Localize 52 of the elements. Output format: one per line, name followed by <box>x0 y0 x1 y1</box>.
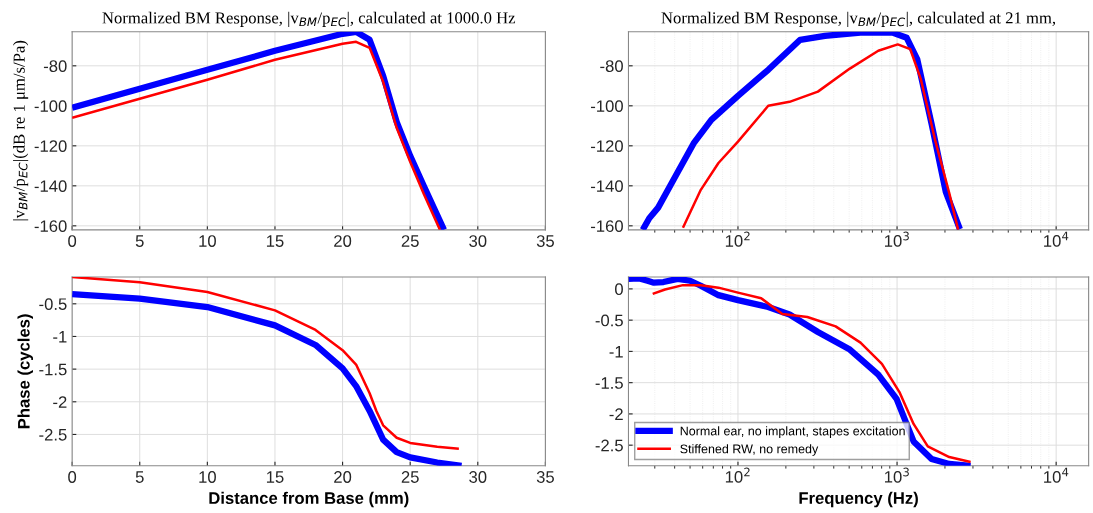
y-tick-label: -100 <box>34 100 67 113</box>
y-tick-label: -120 <box>591 140 623 153</box>
y-tick-label: -1.5 <box>595 377 623 389</box>
x-tick-label: 10$^{2}$ <box>725 467 750 483</box>
chart-title: Normalized BM Response, |v$_{BM}$/p$_{EC}$|, calculated at 21 mm, <box>661 11 1056 27</box>
y-tick-label: -2 <box>53 396 67 408</box>
x-axis-title: Distance from Base (mm) <box>209 491 409 508</box>
x-tick-label: 20 <box>334 235 352 247</box>
x-axis-title: Frequency (Hz) <box>799 491 918 508</box>
x-tick-label: 15 <box>266 471 284 483</box>
x-tick-label: 30 <box>469 471 487 483</box>
x-tick-label: 25 <box>401 471 419 483</box>
x-tick-label: 10$^{4}$ <box>1044 231 1069 247</box>
y-axis-title: |v$_{BM}$/p$_{EC}$|(dB re 1 μm/s/Pa) <box>13 40 29 221</box>
y-tick-label: -2.5 <box>595 439 623 452</box>
y-tick-label: -0.5 <box>39 298 67 311</box>
x-tick-label: 5 <box>135 471 144 483</box>
x-tick-label: 25 <box>401 235 419 247</box>
y-tick-label: 0 <box>615 283 623 296</box>
y-tick-label: -100 <box>591 100 623 113</box>
line-series <box>72 277 461 451</box>
x-tick-label: 10 <box>199 471 216 483</box>
y-tick-label: -2 <box>609 408 623 420</box>
y-tick-label: -80 <box>600 60 623 73</box>
y-tick-label: -2.5 <box>39 428 67 441</box>
legend-label: Stiffened RW, no remedy <box>680 444 819 456</box>
x-tick-label: 30 <box>469 235 487 247</box>
y-tick-label: -160 <box>34 220 67 233</box>
x-tick-label: 5 <box>135 235 144 247</box>
y-tick-label: -1 <box>53 331 67 343</box>
x-tick-label: 35 <box>536 471 554 483</box>
x-tick-label: 10 <box>199 235 216 247</box>
x-tick-label: 35 <box>536 235 554 247</box>
x-tick-label: 0 <box>68 235 77 247</box>
y-tick-label: -160 <box>591 220 623 233</box>
legend-label: Normal ear, no implant, stapes excitation <box>680 426 905 438</box>
x-tick-label: 20 <box>334 471 352 483</box>
x-tick-label: 10$^{3}$ <box>885 467 909 483</box>
y-tick-label: -80 <box>43 60 67 73</box>
y-tick-label: -1.5 <box>39 363 67 376</box>
x-tick-label: 10$^{2}$ <box>725 231 750 247</box>
y-tick-label: -140 <box>591 180 623 193</box>
x-tick-label: 10$^{4}$ <box>1044 467 1069 483</box>
x-tick-label: 15 <box>266 235 284 247</box>
y-tick-label: -1 <box>609 345 623 358</box>
y-tick-label: -140 <box>34 180 67 193</box>
y-tick-label: -0.5 <box>595 314 623 327</box>
chart-title: Normalized BM Response, |v$_{BM}$/p$_{EC}$|, calculated at 1000.0 Hz <box>102 11 516 27</box>
x-tick-label: 0 <box>68 471 77 483</box>
x-tick-label: 10$^{3}$ <box>885 231 909 247</box>
y-axis-title: Phase (cycles) <box>17 314 34 429</box>
y-tick-label: -120 <box>34 140 67 153</box>
